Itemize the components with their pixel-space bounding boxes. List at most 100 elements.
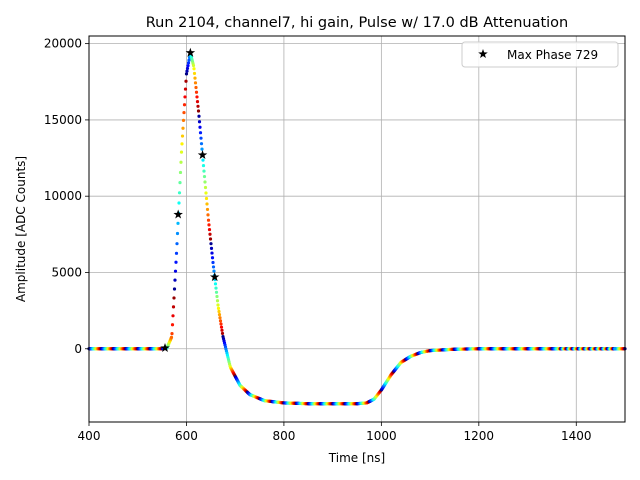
waveform-point: [179, 150, 184, 154]
waveform-point: [196, 109, 201, 113]
waveform-point: [199, 142, 204, 146]
waveform-point: [207, 223, 211, 227]
waveform-point: [220, 331, 225, 336]
waveform-point: [220, 328, 224, 332]
x-axis: 400 600 800 1000 1200 1400: [78, 422, 592, 443]
waveform-point: [191, 63, 196, 68]
max-phase-series: [160, 47, 220, 353]
waveform-point: [197, 114, 201, 118]
waveform-point: [203, 180, 207, 184]
waveform-point: [193, 81, 198, 85]
waveform-point: [206, 218, 211, 222]
waveform-point: [213, 282, 218, 286]
max-phase-star: [197, 150, 208, 160]
x-tick-label: 400: [78, 429, 101, 443]
y-tick-label: 20000: [44, 37, 82, 51]
waveform-point: [202, 169, 206, 173]
y-axis-label: Amplitude [ADC Counts]: [14, 156, 28, 302]
y-tick-label: 15000: [44, 113, 82, 127]
waveform-point: [195, 100, 200, 104]
waveform-point: [186, 64, 190, 68]
waveform-point: [173, 278, 177, 282]
waveform-point: [173, 269, 178, 273]
waveform-point: [199, 136, 203, 140]
x-axis-label: Time [ns]: [328, 451, 385, 465]
waveform-point: [180, 134, 185, 138]
waveform-point: [195, 95, 199, 99]
waveform-point: [217, 313, 222, 317]
waveform-point: [613, 347, 617, 351]
waveform-point: [172, 296, 176, 300]
waveform-point: [210, 256, 215, 260]
waveform-point: [200, 147, 204, 151]
waveform-point: [178, 181, 182, 185]
waveform-point: [215, 294, 219, 299]
waveform-point: [175, 242, 179, 246]
waveform-point: [204, 196, 209, 201]
waveform-point: [184, 72, 189, 76]
waveform-point: [211, 265, 216, 269]
waveform-point: [184, 79, 188, 83]
waveform-point: [185, 66, 190, 71]
waveform-point: [174, 251, 179, 255]
waveform-point: [210, 251, 214, 255]
max-phase-star: [160, 343, 170, 353]
waveform-point: [216, 303, 220, 307]
y-tick-label: 0: [74, 342, 82, 356]
waveform-point: [211, 260, 215, 265]
waveform-point: [208, 232, 212, 236]
waveform-point: [171, 314, 175, 318]
waveform-point: [198, 125, 202, 129]
waveform-point: [182, 103, 187, 107]
waveform-point: [214, 290, 219, 294]
y-axis: 0 5000 10000 15000 20000: [44, 37, 89, 356]
waveform-point: [204, 191, 208, 195]
waveform-point: [169, 335, 174, 339]
x-tick-label: 1400: [561, 429, 592, 443]
waveform-point: [185, 69, 189, 73]
waveform-point: [202, 174, 207, 179]
waveform-point: [196, 104, 200, 108]
waveform-point: [216, 306, 221, 310]
waveform-series: [87, 51, 627, 406]
waveform-point: [219, 325, 224, 329]
waveform-point: [183, 95, 187, 99]
waveform-point: [214, 286, 218, 290]
waveform-point: [179, 160, 183, 164]
grid: [88, 36, 625, 422]
legend-star-icon-shape: [478, 49, 488, 59]
waveform-point: [205, 202, 209, 206]
waveform-point: [175, 231, 180, 236]
max-phase-star: [209, 272, 220, 282]
waveform-point: [186, 61, 191, 65]
waveform-point: [206, 213, 210, 217]
y-tick-label: 5000: [51, 265, 82, 279]
waveform-point: [207, 227, 212, 232]
waveform-point: [209, 246, 214, 250]
waveform-point: [219, 322, 223, 326]
waveform-point: [171, 305, 176, 309]
waveform-point: [218, 319, 223, 323]
chart-title: Run 2104, channel7, hi gain, Pulse w/ 17…: [146, 15, 569, 31]
waveform-point: [215, 299, 220, 303]
y-tick-label: 10000: [44, 189, 82, 203]
waveform-point: [174, 260, 178, 264]
x-tick-label: 1200: [464, 429, 495, 443]
waveform-point: [192, 71, 197, 76]
waveform-point: [180, 142, 184, 146]
waveform-point: [217, 309, 221, 314]
waveform-point: [194, 85, 198, 90]
x-tick-label: 800: [272, 429, 295, 443]
waveform-point: [198, 131, 203, 135]
plot-area-frame: [88, 35, 626, 423]
waveform-point: [170, 323, 175, 327]
waveform-point: [201, 158, 205, 162]
waveform-point: [194, 90, 199, 94]
waveform-point: [209, 242, 213, 246]
x-tick-label: 1000: [366, 429, 397, 443]
waveform-point: [176, 221, 180, 225]
waveform-point: [208, 237, 213, 241]
waveform-point: [177, 191, 182, 195]
